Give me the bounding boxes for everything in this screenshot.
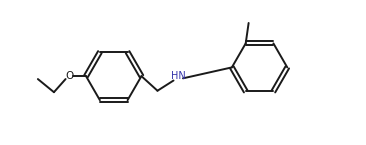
Text: HN: HN [171,71,185,81]
Text: O: O [66,71,74,81]
